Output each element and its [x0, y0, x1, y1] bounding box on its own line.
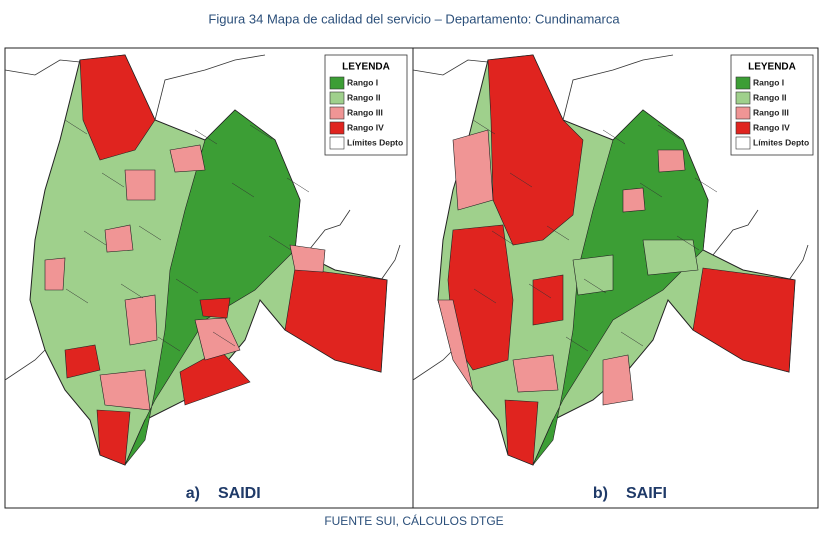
legend-label: Límites Depto	[347, 137, 403, 147]
neighbor-boundary	[412, 59, 489, 76]
municipal-boundary	[473, 288, 497, 304]
panel-label: b)	[593, 485, 608, 502]
neighbor-boundary	[788, 244, 809, 281]
municipal-boundary	[491, 230, 515, 246]
map-region	[642, 239, 699, 276]
map-region	[452, 129, 494, 211]
map-region	[532, 109, 709, 466]
panel-name: SAIFI	[626, 485, 667, 502]
municipal-boundary	[175, 278, 199, 294]
map-region	[104, 224, 134, 253]
map-region	[169, 144, 206, 173]
map-region	[199, 297, 231, 319]
municipal-boundary	[101, 172, 125, 188]
map-region	[64, 344, 101, 379]
map-region	[79, 54, 156, 161]
map-region	[437, 299, 474, 391]
map-region	[504, 399, 539, 466]
municipal-boundary	[286, 177, 310, 193]
legend-label: Límites Depto	[753, 137, 809, 147]
map-region	[532, 274, 564, 326]
legend-swatch	[735, 106, 751, 120]
map-region	[512, 354, 559, 393]
map-region	[572, 254, 614, 296]
legend-swatch	[329, 136, 345, 150]
map-region	[602, 354, 634, 406]
map-region	[289, 244, 326, 273]
legend-label: Rango I	[347, 77, 378, 87]
map-region	[622, 187, 646, 213]
neighbor-boundary	[304, 209, 351, 256]
legend-swatch	[329, 91, 345, 105]
neighbor-boundary	[412, 349, 454, 381]
panel-label: a)	[186, 485, 200, 502]
map-panel: LEYENDA Rango I Rango II Rango III Rango IV L…	[412, 54, 814, 502]
neighbor-boundary	[4, 349, 46, 381]
municipal-boundary	[528, 283, 552, 299]
legend-swatch	[735, 76, 751, 90]
map-region	[447, 224, 514, 371]
municipal-boundary	[639, 182, 663, 198]
map-region	[284, 267, 388, 373]
map-region	[124, 294, 158, 346]
municipal-boundary	[157, 336, 181, 352]
legend-label: Rango III	[753, 107, 789, 117]
legend-title: LEYENDA	[748, 62, 796, 73]
municipal-boundary	[83, 230, 107, 246]
legend-swatch	[735, 136, 751, 150]
municipal-boundary	[546, 225, 570, 241]
legend-title: LEYENDA	[342, 62, 390, 73]
municipal-boundary	[64, 119, 88, 135]
map-region	[99, 369, 151, 411]
legend-label: Rango II	[753, 92, 787, 102]
map-region	[96, 409, 131, 466]
neighbor-boundary	[154, 54, 266, 121]
municipal-boundary	[472, 119, 496, 135]
neighbor-boundary	[4, 59, 81, 76]
municipal-boundary	[268, 235, 292, 251]
municipal-boundary	[583, 278, 607, 294]
municipal-boundary	[694, 177, 718, 193]
municipal-boundary	[249, 124, 273, 140]
legend-label: Rango IV	[347, 122, 384, 132]
municipal-boundary	[509, 172, 533, 188]
neighbor-boundary	[380, 244, 401, 281]
legend-swatch	[329, 106, 345, 120]
legend-swatch	[329, 121, 345, 135]
map-region	[692, 267, 796, 373]
municipal-boundary	[565, 336, 589, 352]
municipal-boundary	[620, 331, 644, 347]
legend-label: Rango III	[347, 107, 383, 117]
map-region	[194, 317, 241, 361]
legend-swatch	[735, 91, 751, 105]
municipal-boundary	[657, 124, 681, 140]
map-region	[124, 169, 156, 201]
municipal-boundary	[212, 331, 236, 347]
neighbor-boundary	[562, 54, 674, 121]
legend-swatch	[329, 76, 345, 90]
municipal-boundary	[194, 129, 218, 145]
panel-frame	[412, 47, 819, 509]
municipal-boundary	[676, 235, 700, 251]
municipal-boundary	[120, 283, 144, 299]
map-region	[657, 149, 686, 173]
figure-title: Figura 34 Mapa de calidad del servicio –…	[208, 11, 620, 26]
map-region	[487, 54, 584, 246]
legend-swatch	[735, 121, 751, 135]
legend-label: Rango II	[347, 92, 381, 102]
map-region	[124, 109, 301, 466]
legend-label: Rango I	[753, 77, 784, 87]
panel-name: SAIDI	[218, 485, 261, 502]
neighbor-boundary	[712, 209, 759, 256]
source-note: FUENTE SUI, CÁLCULOS DTGE	[324, 513, 503, 528]
municipal-boundary	[231, 182, 255, 198]
map-region	[44, 257, 66, 291]
map-panel: LEYENDA Rango I Rango II Rango III Rango IV L…	[4, 54, 408, 502]
municipal-boundary	[65, 288, 89, 304]
municipal-boundary	[602, 129, 626, 145]
legend-label: Rango IV	[753, 122, 790, 132]
municipal-boundary	[138, 225, 162, 241]
